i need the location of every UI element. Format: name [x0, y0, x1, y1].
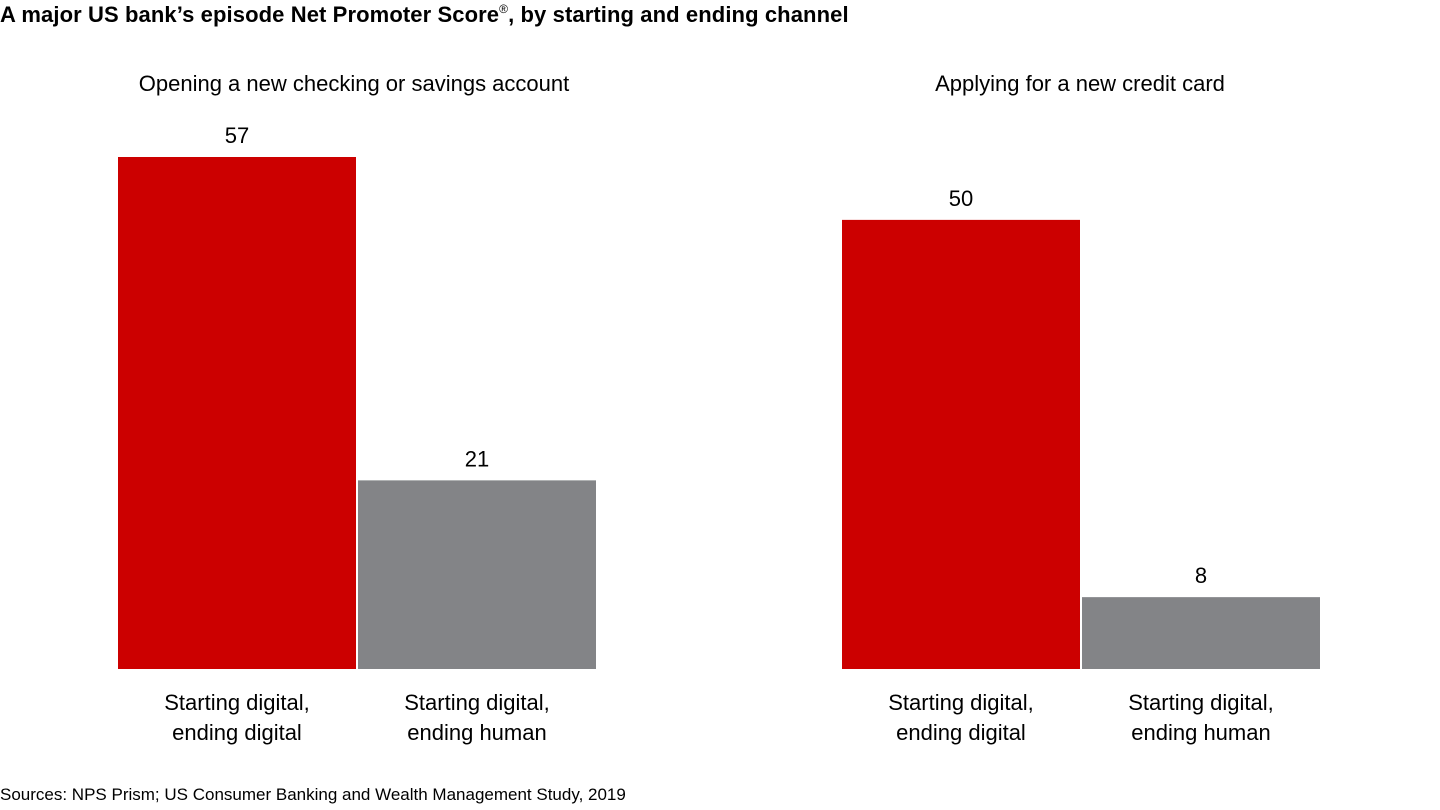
- chart-title: A major US bank’s episode Net Promoter S…: [0, 2, 849, 28]
- category-label-line: ending digital: [172, 720, 302, 745]
- panel-title: Applying for a new credit card: [935, 71, 1225, 96]
- bar: [118, 157, 356, 669]
- category-label: Starting digital, ending digital: [164, 690, 310, 745]
- data-label: 50: [949, 186, 973, 211]
- category-label: Starting digital, ending digital: [888, 690, 1034, 745]
- panel-title: Opening a new checking or savings accoun…: [139, 71, 569, 96]
- bar: [842, 219, 1080, 669]
- chart-title-text: A major US bank’s episode Net Promoter S…: [0, 2, 500, 27]
- source-note: Sources: NPS Prism; US Consumer Banking …: [0, 785, 626, 804]
- category-label-line: ending digital: [896, 720, 1026, 745]
- category-label-line: Starting digital,: [404, 690, 550, 715]
- category-label: Starting digital, ending human: [404, 690, 550, 745]
- category-label-line: Starting digital,: [164, 690, 310, 715]
- registered-mark: ®: [499, 2, 509, 16]
- data-label: 21: [465, 446, 489, 471]
- data-label: 57: [225, 123, 249, 148]
- bar: [358, 480, 596, 669]
- data-label: 8: [1195, 563, 1207, 588]
- category-label-line: Starting digital,: [1128, 690, 1274, 715]
- category-label-line: ending human: [1131, 720, 1270, 745]
- chart-panel-1: Opening a new checking or savings accoun…: [118, 71, 596, 745]
- bar: [1082, 597, 1320, 669]
- chart-title-tail: , by starting and ending channel: [508, 2, 849, 27]
- category-label-line: ending human: [407, 720, 546, 745]
- category-label-line: Starting digital,: [888, 690, 1034, 715]
- chart-panel-2: Applying for a new credit card 50 Starting…: [842, 71, 1320, 745]
- category-label: Starting digital, ending human: [1128, 690, 1274, 745]
- chart-area: Opening a new checking or savings accoun…: [118, 71, 1320, 745]
